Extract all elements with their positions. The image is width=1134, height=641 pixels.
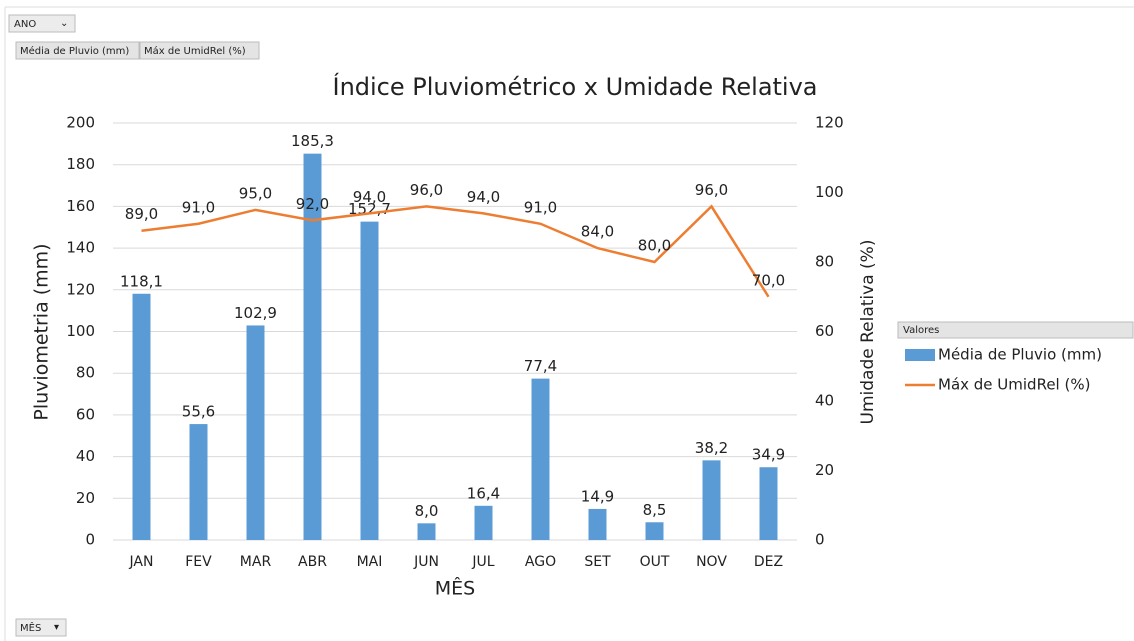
- bar: [303, 153, 322, 540]
- x-tick-label: JUN: [413, 554, 439, 570]
- bar: [531, 378, 550, 540]
- y-tick-label: 140: [66, 239, 95, 257]
- y-tick-label: 60: [76, 405, 95, 423]
- bar: [474, 505, 493, 540]
- y-tick-label: 20: [76, 489, 95, 507]
- data-label: 185,3: [291, 132, 334, 150]
- y2-tick-label: 60: [815, 322, 834, 340]
- x-tick-label: SET: [584, 554, 611, 570]
- data-label: 55,6: [182, 403, 215, 421]
- y-tick-label: 160: [66, 197, 95, 215]
- y2-tick-label: 80: [815, 253, 834, 271]
- bar: [759, 467, 778, 540]
- x-tick-label: MAI: [357, 554, 383, 570]
- data-label: 91,0: [524, 198, 557, 216]
- y-tick-label: 40: [76, 447, 95, 465]
- axis-button-label: MÊS: [20, 621, 41, 634]
- filter-icon: ⌄: [60, 18, 68, 29]
- y2-tick-label: 120: [815, 114, 844, 132]
- axis-icon: ▾: [54, 622, 59, 633]
- filter-button-label: ANO: [14, 19, 36, 30]
- x-tick-label: JAN: [129, 554, 154, 570]
- y-tick-label: 0: [85, 531, 95, 549]
- x-tick-label: FEV: [185, 554, 212, 570]
- y-tick-label: 180: [66, 155, 95, 173]
- value-button[interactable]: [139, 41, 260, 60]
- x-tick-label: JUL: [471, 554, 494, 570]
- y-tick-label: 120: [66, 280, 95, 298]
- y-tick-label: 200: [66, 114, 95, 132]
- data-label: 95,0: [239, 184, 272, 202]
- x-tick-label: MAR: [240, 554, 272, 570]
- bar: [702, 460, 721, 540]
- y-axis-label: Pluviometria (mm): [31, 243, 53, 420]
- bar: [246, 325, 265, 540]
- x-axis-label: MÊS: [435, 577, 475, 600]
- data-label: 8,0: [415, 502, 439, 520]
- data-label: 34,9: [752, 446, 785, 464]
- bar: [189, 424, 208, 540]
- axis-button[interactable]: [15, 618, 67, 637]
- y2-axis-label: Umidade Relativa (%): [858, 240, 878, 425]
- legend-label: Máx de UmidRel (%): [938, 376, 1090, 394]
- legend-header: [897, 321, 1134, 339]
- x-tick-label: OUT: [640, 554, 670, 570]
- data-label: 96,0: [410, 181, 443, 199]
- data-label: 118,1: [120, 272, 163, 290]
- legend-label: Média de Pluvio (mm): [938, 346, 1102, 364]
- data-label: 92,0: [296, 195, 329, 213]
- data-label: 16,4: [467, 484, 500, 502]
- legend-header-label: Valores: [903, 325, 939, 336]
- data-label: 94,0: [467, 188, 500, 206]
- data-label: 96,0: [695, 181, 728, 199]
- data-label: 70,0: [752, 271, 785, 289]
- bar: [645, 522, 664, 540]
- data-label: 91,0: [182, 198, 215, 216]
- data-label: 77,4: [524, 357, 557, 375]
- y-tick-label: 100: [66, 322, 95, 340]
- bar: [588, 508, 607, 540]
- data-label: 102,9: [234, 304, 277, 322]
- data-label: 80,0: [638, 237, 671, 255]
- filter-button[interactable]: [8, 14, 76, 33]
- value-button[interactable]: [15, 41, 140, 60]
- value-button-label: Máx de UmidRel (%): [144, 45, 246, 57]
- line: [141, 204, 770, 298]
- x-tick-label: ABR: [298, 554, 327, 570]
- x-tick-label: AGO: [525, 554, 556, 570]
- data-label: 8,5: [643, 501, 667, 519]
- bar: [417, 523, 436, 540]
- bar: [360, 221, 379, 541]
- value-button-label: Média de Pluvio (mm): [20, 45, 129, 57]
- data-label: 94,0: [353, 188, 386, 206]
- data-label: 84,0: [581, 223, 614, 241]
- y2-tick-label: 40: [815, 392, 834, 410]
- x-tick-label: DEZ: [754, 554, 783, 570]
- data-label: 89,0: [125, 205, 158, 223]
- data-label: 38,2: [695, 439, 728, 457]
- y-tick-label: 80: [76, 364, 95, 382]
- y2-tick-label: 100: [815, 183, 844, 201]
- data-label: 14,9: [581, 487, 614, 505]
- legend-swatch: [905, 349, 935, 361]
- chart-title: Índice Pluviométrico x Umidade Relativa: [332, 72, 817, 101]
- y2-tick-label: 0: [815, 531, 825, 549]
- x-tick-label: NOV: [696, 554, 727, 570]
- y2-tick-label: 20: [815, 461, 834, 479]
- bar: [132, 293, 151, 540]
